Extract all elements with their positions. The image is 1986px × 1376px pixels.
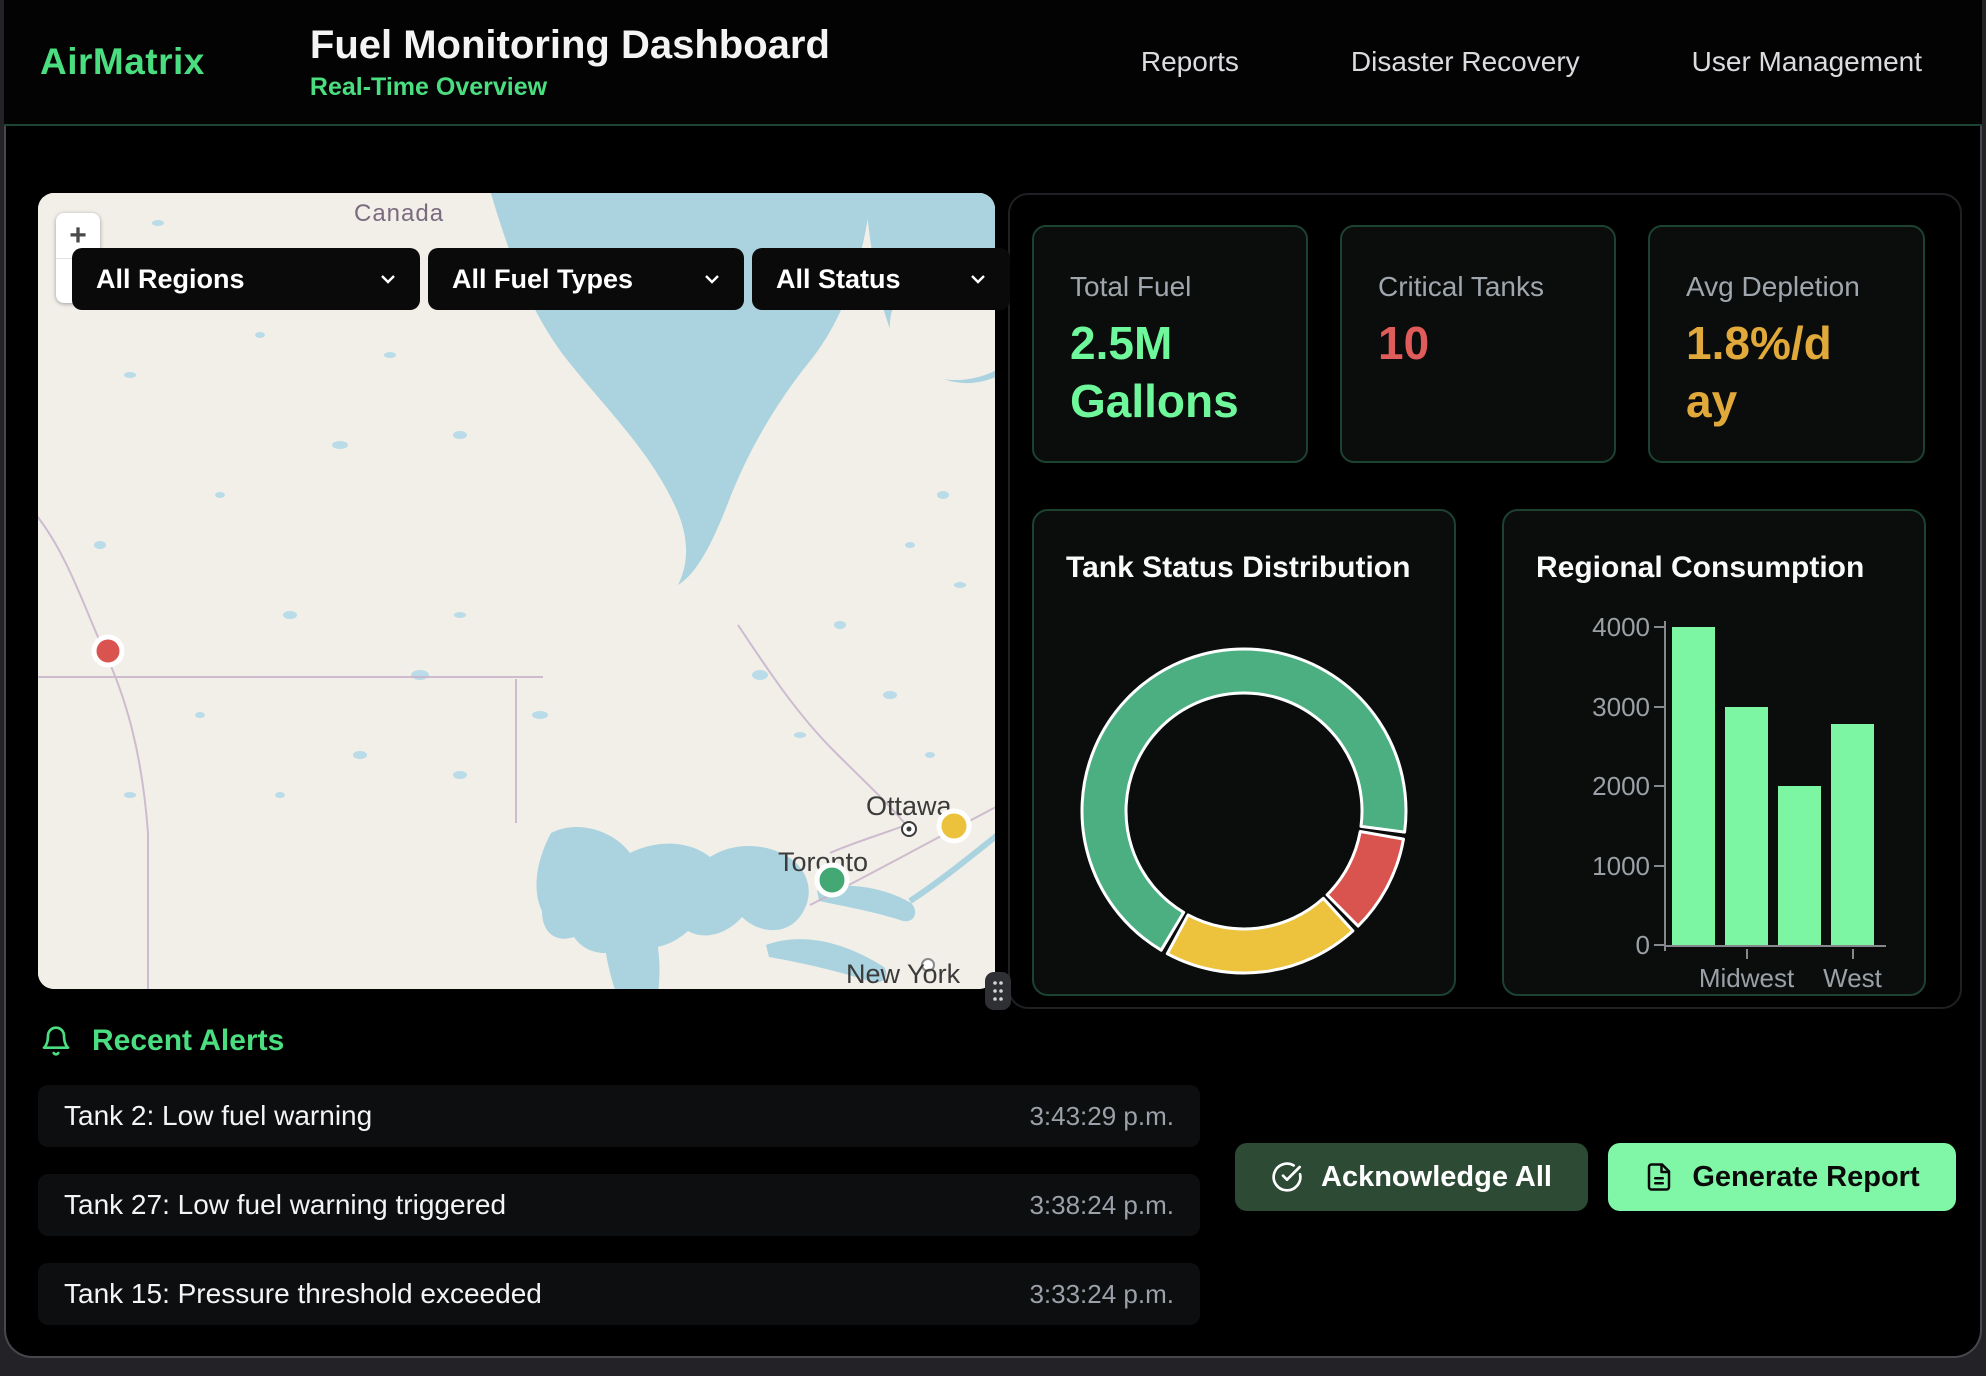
main-nav: Reports Disaster Recovery User Managemen…: [1141, 46, 1982, 78]
y-tick-mark: [1654, 944, 1664, 946]
y-tick-mark: [1654, 785, 1664, 787]
x-tick-mark: [1746, 949, 1748, 959]
x-tick-label: West: [1823, 963, 1882, 994]
y-tick-mark: [1654, 626, 1664, 628]
status-filter-select[interactable]: All Status: [752, 248, 1010, 310]
bell-icon: [40, 1024, 72, 1058]
stat-card-total-fuel: Total Fuel 2.5M Gallons: [1032, 225, 1308, 463]
y-tick-label: 2000: [1514, 771, 1650, 802]
bar: [1725, 707, 1768, 946]
alerts-title: Recent Alerts: [92, 1024, 284, 1058]
grip-dots-icon: [991, 979, 1005, 1003]
dashboard-page: AirMatrix Fuel Monitoring Dashboard Real…: [0, 0, 1986, 1376]
generate-report-label: Generate Report: [1692, 1161, 1919, 1194]
x-tick-label: Midwest: [1699, 963, 1794, 994]
stat-label: Critical Tanks: [1378, 271, 1544, 303]
donut-segment: [1327, 832, 1403, 927]
page-title: Fuel Monitoring Dashboard: [310, 23, 830, 67]
title-block: Fuel Monitoring Dashboard Real-Time Over…: [310, 23, 830, 102]
stat-card-avg-depletion: Avg Depletion 1.8%/day: [1648, 225, 1925, 463]
acknowledge-all-label: Acknowledge All: [1321, 1161, 1552, 1194]
stat-label: Total Fuel: [1070, 271, 1191, 303]
map-label-country: Canada: [354, 200, 444, 227]
chevron-down-icon: [970, 274, 986, 284]
stat-card-critical-tanks: Critical Tanks 10: [1340, 225, 1616, 463]
nav-item-user-management[interactable]: User Management: [1692, 46, 1922, 78]
brand-logo: AirMatrix: [40, 41, 205, 83]
map-filters: All Regions All Fuel Types All Status: [72, 248, 1010, 310]
header: AirMatrix Fuel Monitoring Dashboard Real…: [4, 0, 1982, 126]
nav-item-disaster-recovery[interactable]: Disaster Recovery: [1351, 46, 1580, 78]
regional-consumption-card: Regional Consumption 01000200030004000Mi…: [1502, 509, 1926, 996]
alert-row[interactable]: Tank 27: Low fuel warning triggered 3:38…: [38, 1174, 1200, 1236]
generate-report-button[interactable]: Generate Report: [1608, 1143, 1956, 1211]
tank-marker-normal[interactable]: [817, 865, 847, 895]
stat-value: 2.5M Gallons: [1070, 315, 1275, 430]
resize-grip-handle[interactable]: [985, 972, 1011, 1010]
alert-text: Tank 2: Low fuel warning: [64, 1100, 372, 1132]
file-text-icon: [1644, 1161, 1674, 1193]
alert-text: Tank 15: Pressure threshold exceeded: [64, 1278, 542, 1310]
check-circle-icon: [1271, 1161, 1303, 1193]
region-filter-select[interactable]: All Regions: [72, 248, 420, 310]
tank-status-donut-chart: [1034, 511, 1454, 990]
alerts-header: Recent Alerts: [40, 1024, 284, 1058]
tank-status-card: Tank Status Distribution: [1032, 509, 1456, 996]
donut-segment: [1167, 898, 1353, 973]
map-label-newyork: New York: [846, 959, 961, 989]
fuel-type-filter-select[interactable]: All Fuel Types: [428, 248, 744, 310]
chevron-down-icon: [380, 274, 396, 284]
page-subtitle: Real-Time Overview: [310, 73, 830, 102]
stat-label: Avg Depletion: [1686, 271, 1860, 303]
y-tick-mark: [1654, 865, 1664, 867]
bar: [1672, 627, 1715, 945]
fuel-map[interactable]: Canada Ottawa Toronto New York: [38, 193, 995, 989]
bar: [1778, 786, 1821, 945]
y-tick-label: 0: [1514, 930, 1650, 961]
alert-time: 3:43:29 p.m.: [1029, 1101, 1174, 1132]
alert-time: 3:38:24 p.m.: [1029, 1190, 1174, 1221]
alert-row[interactable]: Tank 15: Pressure threshold exceeded 3:3…: [38, 1263, 1200, 1325]
map-canvas: Canada Ottawa Toronto New York: [38, 193, 995, 989]
acknowledge-all-button[interactable]: Acknowledge All: [1235, 1143, 1588, 1211]
region-filter-value: All Regions: [96, 264, 245, 295]
x-axis-line: [1664, 945, 1886, 947]
y-tick-label: 4000: [1514, 612, 1650, 643]
stat-value: 1.8%/day: [1686, 315, 1836, 430]
stat-value: 10: [1378, 315, 1583, 373]
fuel-type-filter-value: All Fuel Types: [452, 264, 633, 295]
chevron-down-icon: [704, 274, 720, 284]
y-tick-mark: [1654, 706, 1664, 708]
alert-text: Tank 27: Low fuel warning triggered: [64, 1189, 506, 1221]
bar: [1831, 724, 1874, 945]
x-tick-mark: [1852, 949, 1854, 959]
y-tick-label: 3000: [1514, 692, 1650, 723]
alert-row[interactable]: Tank 2: Low fuel warning 3:43:29 p.m.: [38, 1085, 1200, 1147]
status-filter-value: All Status: [776, 264, 901, 295]
tank-marker-warning[interactable]: [939, 811, 969, 841]
y-axis-line: [1664, 621, 1666, 951]
alert-time: 3:33:24 p.m.: [1029, 1279, 1174, 1310]
regional-consumption-bar-chart: 0 1000 2000 3000 4000 Midwest West: [1504, 511, 1924, 994]
nav-item-reports[interactable]: Reports: [1141, 46, 1239, 78]
y-tick-label: 1000: [1514, 851, 1650, 882]
tank-marker-critical[interactable]: [94, 637, 122, 665]
